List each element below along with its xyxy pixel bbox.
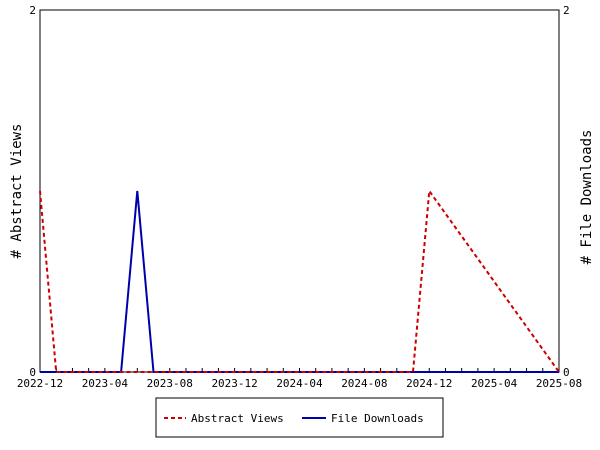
right-y-axis-title: # File Downloads bbox=[579, 130, 595, 265]
x-tick-label: 2023-12 bbox=[211, 377, 257, 390]
right-y-tick-label: 2 bbox=[563, 4, 570, 17]
series-line-abstract-views bbox=[39, 188, 560, 373]
x-tick-label: 2023-08 bbox=[147, 377, 193, 390]
right-y-axis-tick-labels: 02 bbox=[563, 4, 570, 379]
legend-label-abstract-views: Abstract Views bbox=[191, 412, 284, 425]
legend-box bbox=[155, 397, 444, 438]
series-layer bbox=[39, 188, 560, 373]
left-y-axis-title: # Abstract Views bbox=[9, 124, 25, 259]
x-tick-label: 2025-08 bbox=[536, 377, 582, 390]
left-y-tick-label: 2 bbox=[29, 4, 36, 17]
x-tick-label: 2024-12 bbox=[406, 377, 452, 390]
x-tick-label: 2024-04 bbox=[276, 377, 323, 390]
left-y-tick-label: 0 bbox=[29, 366, 36, 379]
x-axis-tick-labels: 2022-12 2023-04 2023-08 2023-12 2024-04 2024-… bbox=[17, 377, 582, 390]
right-y-tick-label: 0 bbox=[563, 366, 570, 379]
legend-label-file-downloads: File Downloads bbox=[331, 412, 424, 425]
x-tick-label: 2025-04 bbox=[471, 377, 518, 390]
x-tick-label: 2022-12 bbox=[17, 377, 63, 390]
legend: Abstract Views File Downloads bbox=[155, 397, 444, 438]
left-y-axis-tick-labels: 02 bbox=[29, 4, 36, 379]
x-tick-label: 2024-08 bbox=[341, 377, 387, 390]
x-tick-label: 2023-04 bbox=[82, 377, 129, 390]
